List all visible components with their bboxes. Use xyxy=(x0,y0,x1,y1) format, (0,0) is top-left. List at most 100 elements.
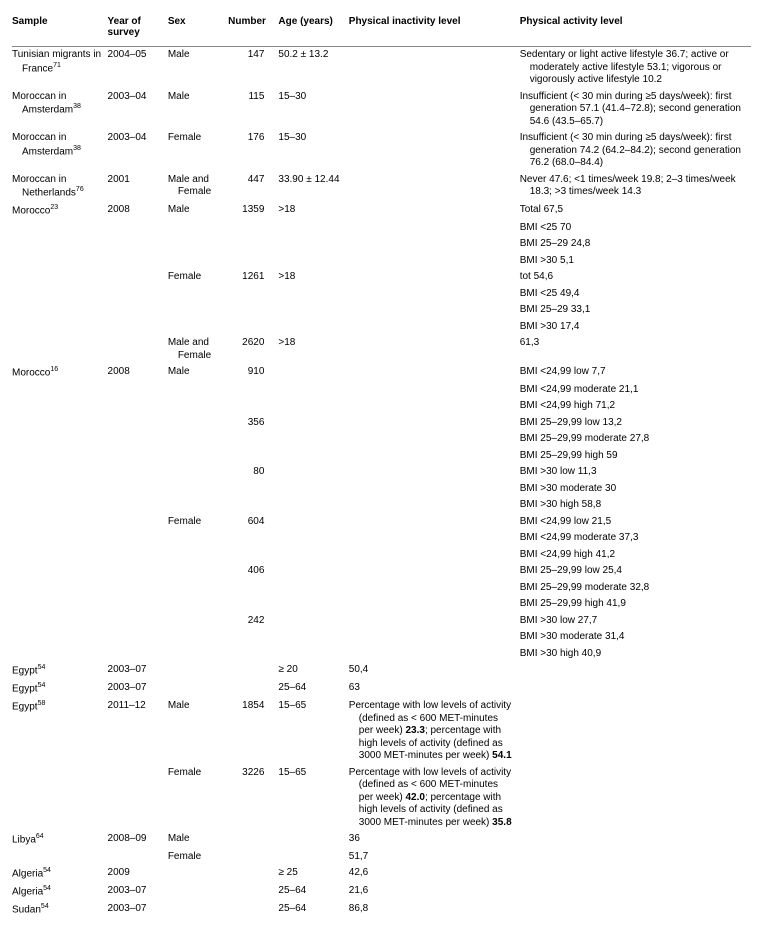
cell-sample xyxy=(12,481,108,498)
cell-sample xyxy=(12,596,108,613)
cell-activity: Never 47.6; <1 times/week 19.8; 2–3 time… xyxy=(520,172,751,202)
cell-year: 2004–05 xyxy=(108,47,168,89)
cell-year xyxy=(108,547,168,564)
cell-age xyxy=(278,236,348,253)
table-row: BMI 25–29 33,1 xyxy=(12,302,751,319)
cell-age xyxy=(278,481,348,498)
table-row: BMI >30 17,4 xyxy=(12,319,751,336)
cell-age xyxy=(278,497,348,514)
cell-activity: BMI >30 low 27,7 xyxy=(520,613,751,630)
cell-sample: Libya64 xyxy=(12,831,108,849)
cell-age: 15–30 xyxy=(278,130,348,172)
cell-activity: Insufficient (< 30 min during ≥5 days/we… xyxy=(520,130,751,172)
cell-number xyxy=(228,662,278,680)
cell-age xyxy=(278,364,348,382)
cell-sample xyxy=(12,580,108,597)
cell-sample: Egypt58 xyxy=(12,698,108,765)
cell-sample xyxy=(12,547,108,564)
cell-activity: BMI >30 moderate 31,4 xyxy=(520,629,751,646)
cell-activity: BMI >30 17,4 xyxy=(520,319,751,336)
cell-number: 356 xyxy=(228,415,278,432)
cell-activity xyxy=(520,883,751,901)
cell-sex xyxy=(168,865,228,883)
cell-sample xyxy=(12,613,108,630)
table-row: Female322615–65Percentage with low level… xyxy=(12,765,751,832)
cell-age: 25–64 xyxy=(278,901,348,919)
cell-number: 2620 xyxy=(228,335,278,364)
cell-activity xyxy=(520,901,751,919)
cell-year: 2008 xyxy=(108,202,168,220)
cell-number xyxy=(228,901,278,919)
cell-activity: Total 67,5 xyxy=(520,202,751,220)
cell-activity: BMI 25–29,99 low 13,2 xyxy=(520,415,751,432)
cell-year xyxy=(108,431,168,448)
col-year: Year of survey xyxy=(108,12,168,47)
cell-inactivity xyxy=(349,646,520,663)
cell-inactivity xyxy=(349,530,520,547)
cell-sex xyxy=(168,464,228,481)
cell-year xyxy=(108,253,168,270)
table-row: BMI >30 high 40,9 xyxy=(12,646,751,663)
table-row: Algeria542009≥ 2542,6 xyxy=(12,865,751,883)
cell-activity: BMI <24,99 high 41,2 xyxy=(520,547,751,564)
cell-number xyxy=(228,883,278,901)
cell-age: ≥ 20 xyxy=(278,662,348,680)
cell-sex: Male xyxy=(168,47,228,89)
cell-sample: Egypt54 xyxy=(12,680,108,698)
table-row: BMI >30 5,1 xyxy=(12,253,751,270)
table-row: BMI 25–29,99 moderate 32,8 xyxy=(12,580,751,597)
cell-inactivity: 36 xyxy=(349,831,520,849)
cell-sample xyxy=(12,382,108,399)
cell-sample: Sudan54 xyxy=(12,901,108,919)
cell-activity: BMI <24,99 moderate 37,3 xyxy=(520,530,751,547)
cell-sex: Male xyxy=(168,698,228,765)
col-inactivity: Physical inactivity level xyxy=(349,12,520,47)
cell-inactivity: Percentage with low levels of activity (… xyxy=(349,765,520,832)
cell-activity: BMI <25 49,4 xyxy=(520,286,751,303)
table-row: Moroccan in Amsterdam382003–04Male11515–… xyxy=(12,89,751,131)
cell-year: 2003–04 xyxy=(108,89,168,131)
cell-inactivity xyxy=(349,172,520,202)
cell-inactivity: 63 xyxy=(349,680,520,698)
cell-age xyxy=(278,563,348,580)
cell-year xyxy=(108,514,168,531)
cell-number xyxy=(228,382,278,399)
cell-number xyxy=(228,497,278,514)
cell-year: 2011–12 xyxy=(108,698,168,765)
cell-age: >18 xyxy=(278,202,348,220)
cell-sample xyxy=(12,464,108,481)
cell-number xyxy=(228,253,278,270)
cell-sex: Male xyxy=(168,89,228,131)
table-row: BMI 25–29 24,8 xyxy=(12,236,751,253)
cell-number: 147 xyxy=(228,47,278,89)
cell-sex: Female xyxy=(168,269,228,286)
table-row: Algeria542003–0725–6421,6 xyxy=(12,883,751,901)
cell-inactivity xyxy=(349,448,520,465)
cell-number xyxy=(228,481,278,498)
cell-inactivity xyxy=(349,514,520,531)
cell-sex xyxy=(168,646,228,663)
cell-sample: Moroccan in Netherlands76 xyxy=(12,172,108,202)
cell-sex xyxy=(168,319,228,336)
cell-inactivity xyxy=(349,47,520,89)
cell-sex xyxy=(168,883,228,901)
cell-inactivity: 86,8 xyxy=(349,901,520,919)
cell-sample xyxy=(12,253,108,270)
col-activity: Physical activity level xyxy=(520,12,751,47)
table-row: Moroccan in Netherlands762001Male and Fe… xyxy=(12,172,751,202)
cell-number xyxy=(228,646,278,663)
cell-age xyxy=(278,398,348,415)
cell-age xyxy=(278,431,348,448)
table-row: Male and Female2620>1861,3 xyxy=(12,335,751,364)
table-row: BMI >30 high 58,8 xyxy=(12,497,751,514)
cell-age: 50.2 ± 13.2 xyxy=(278,47,348,89)
cell-year xyxy=(108,415,168,432)
cell-year xyxy=(108,765,168,832)
cell-activity: BMI 25–29,99 moderate 27,8 xyxy=(520,431,751,448)
cell-inactivity xyxy=(349,269,520,286)
table-row: BMI <25 49,4 xyxy=(12,286,751,303)
cell-inactivity xyxy=(349,202,520,220)
cell-activity: Sedentary or light active lifestyle 36.7… xyxy=(520,47,751,89)
cell-sex xyxy=(168,382,228,399)
cell-age: 15–65 xyxy=(278,698,348,765)
